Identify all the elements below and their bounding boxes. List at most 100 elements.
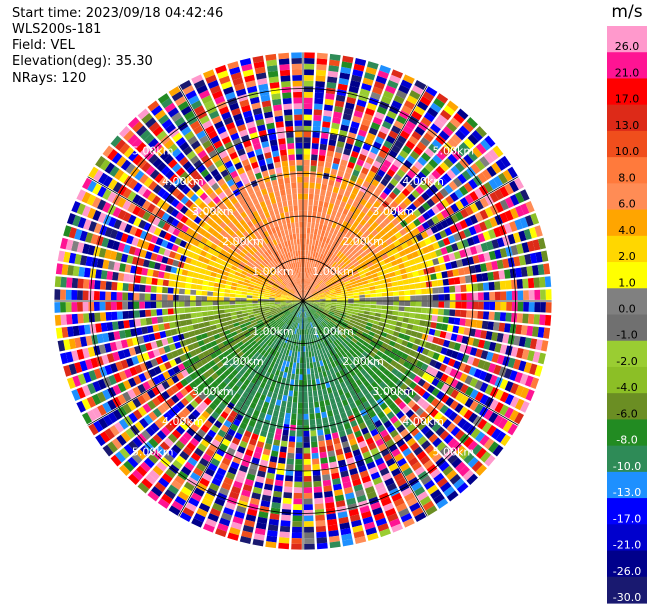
- gate-cell: [116, 301, 123, 310]
- gate-cell: [366, 261, 374, 268]
- gate-cell: [335, 146, 344, 154]
- gate-cell: [229, 301, 236, 305]
- gate-cell: [282, 290, 288, 295]
- gate-cell: [291, 413, 297, 420]
- gate-cell: [311, 268, 315, 275]
- gate-cell: [313, 199, 319, 207]
- gate-cell: [229, 293, 236, 298]
- gate-cell: [120, 253, 129, 263]
- gate-cell: [255, 280, 262, 285]
- gate-cell: [291, 301, 298, 303]
- gate-cell: [346, 237, 353, 244]
- gate-cell: [298, 391, 303, 398]
- gate-cell: [367, 376, 375, 385]
- gate-cell: [359, 273, 367, 279]
- gate-cell: [284, 310, 290, 315]
- gate-cell: [263, 299, 270, 301]
- gate-cell: [363, 311, 370, 315]
- gate-cell: [333, 111, 343, 119]
- gate-cell: [405, 409, 415, 419]
- gate-cell: [435, 426, 446, 437]
- gate-cell: [414, 105, 426, 116]
- gate-cell: [317, 308, 324, 313]
- gate-cell: [253, 312, 260, 317]
- gate-cell: [395, 223, 404, 231]
- gate-cell: [446, 169, 457, 180]
- gate-cell: [234, 271, 241, 277]
- gate-cell: [443, 309, 450, 316]
- gate-cell: [377, 169, 386, 178]
- gate-cell: [531, 326, 539, 337]
- gate-cell: [304, 526, 315, 533]
- gate-cell: [125, 357, 134, 367]
- gate-cell: [358, 291, 365, 295]
- gate-cell: [341, 195, 349, 203]
- gate-cell: [395, 275, 403, 281]
- gate-cell: [271, 336, 277, 342]
- gate-cell: [140, 318, 147, 326]
- gate-cell: [252, 538, 264, 547]
- gate-cell: [286, 302, 292, 305]
- gate-cell: [295, 322, 299, 329]
- gate-cell: [150, 293, 157, 301]
- gate-cell: [489, 399, 499, 411]
- gate-cell: [409, 442, 420, 452]
- gate-cell: [346, 365, 353, 372]
- gate-cell: [203, 397, 212, 406]
- gate-cell: [310, 309, 315, 315]
- gate-cell: [169, 418, 179, 429]
- gate-cell: [304, 284, 306, 290]
- gate-cell: [275, 325, 281, 331]
- gate-cell: [408, 381, 417, 390]
- gate-cell: [372, 507, 383, 516]
- gate-cell: [293, 322, 296, 328]
- gate-cell: [492, 322, 500, 331]
- gate-cell: [307, 317, 310, 323]
- gate-cell: [116, 282, 124, 291]
- gate-cell: [325, 281, 332, 286]
- gate-cell: [117, 320, 125, 330]
- gate-cell: [320, 353, 325, 361]
- gate-cell: [303, 453, 311, 460]
- gate-cell: [145, 277, 153, 285]
- gate-cell: [110, 291, 117, 301]
- gate-cell: [499, 186, 509, 198]
- gate-cell: [174, 495, 187, 506]
- gate-cell: [399, 414, 409, 424]
- gate-cell: [266, 353, 272, 360]
- gate-cell: [207, 286, 214, 292]
- gate-cell: [76, 387, 86, 399]
- gate-cell: [485, 261, 493, 271]
- gate-cell: [486, 240, 494, 251]
- gate-cell: [321, 126, 330, 134]
- gate-cell: [224, 452, 234, 461]
- gate-cell: [248, 337, 255, 344]
- gate-cell: [371, 221, 379, 229]
- gate-cell: [317, 389, 323, 396]
- gate-cell: [207, 462, 218, 472]
- gate-cell: [372, 86, 383, 95]
- gate-cell: [313, 114, 322, 122]
- gate-cell: [370, 327, 377, 333]
- gate-cell: [389, 271, 396, 278]
- gate-cell: [221, 357, 229, 365]
- gate-cell: [499, 212, 509, 224]
- gate-cell: [463, 266, 471, 275]
- gate-cell: [432, 301, 439, 308]
- gate-cell: [287, 305, 293, 308]
- gate-cell: [249, 362, 257, 370]
- gate-cell: [202, 257, 210, 265]
- gate-cell: [196, 284, 203, 290]
- gate-cell: [256, 278, 263, 283]
- gate-cell: [477, 359, 486, 369]
- gate-cell: [109, 341, 118, 352]
- gate-cell: [332, 478, 341, 486]
- gate-cell: [403, 419, 413, 428]
- gate-cell: [231, 369, 239, 377]
- gate-cell: [292, 509, 302, 516]
- gate-cell: [464, 275, 472, 284]
- gate-cell: [356, 371, 364, 379]
- gate-cell: [316, 58, 328, 65]
- gate-cell: [403, 312, 410, 318]
- gate-cell: [385, 238, 393, 246]
